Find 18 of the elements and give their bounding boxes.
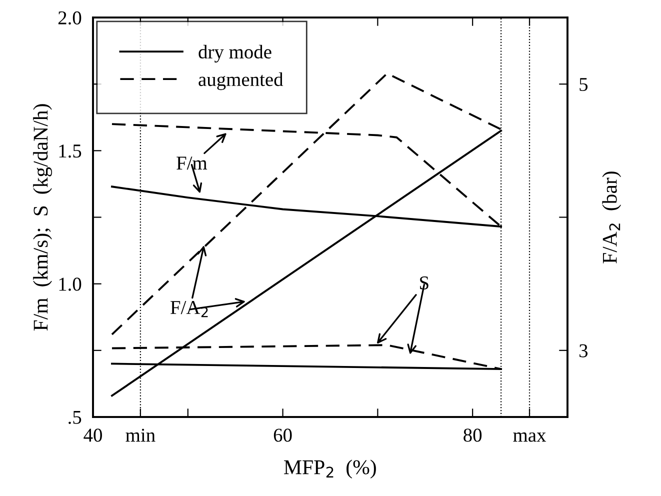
x-tick-label: max [513, 432, 546, 442]
y2-tick-label: 3 [580, 344, 588, 358]
y-tick-label: 1.0 [59, 278, 82, 291]
x-tick-label: min [126, 428, 156, 442]
y2-axis-title: F/A$_{2}$ (bar) [602, 172, 622, 264]
annotation: F/m [176, 156, 208, 170]
x-tick-label: 40 [84, 428, 102, 442]
annotation: S [420, 276, 428, 290]
x-axis-title: MFP$_{2}$ (%) [284, 460, 376, 479]
y-tick-label: 1.5 [59, 144, 82, 158]
y-tick-label: .5 [68, 411, 82, 424]
x-tick-label: 60 [274, 428, 292, 442]
y2-tick-label: 5 [580, 78, 588, 92]
x-tick-label: 80 [464, 428, 482, 442]
y-tick-label: 2.0 [58, 11, 82, 25]
y-axis-title: F/m (km/s); S (kg/daN/h) [33, 104, 52, 331]
legend-label: augmented [198, 72, 284, 90]
legend-label: dry mode [198, 44, 272, 63]
